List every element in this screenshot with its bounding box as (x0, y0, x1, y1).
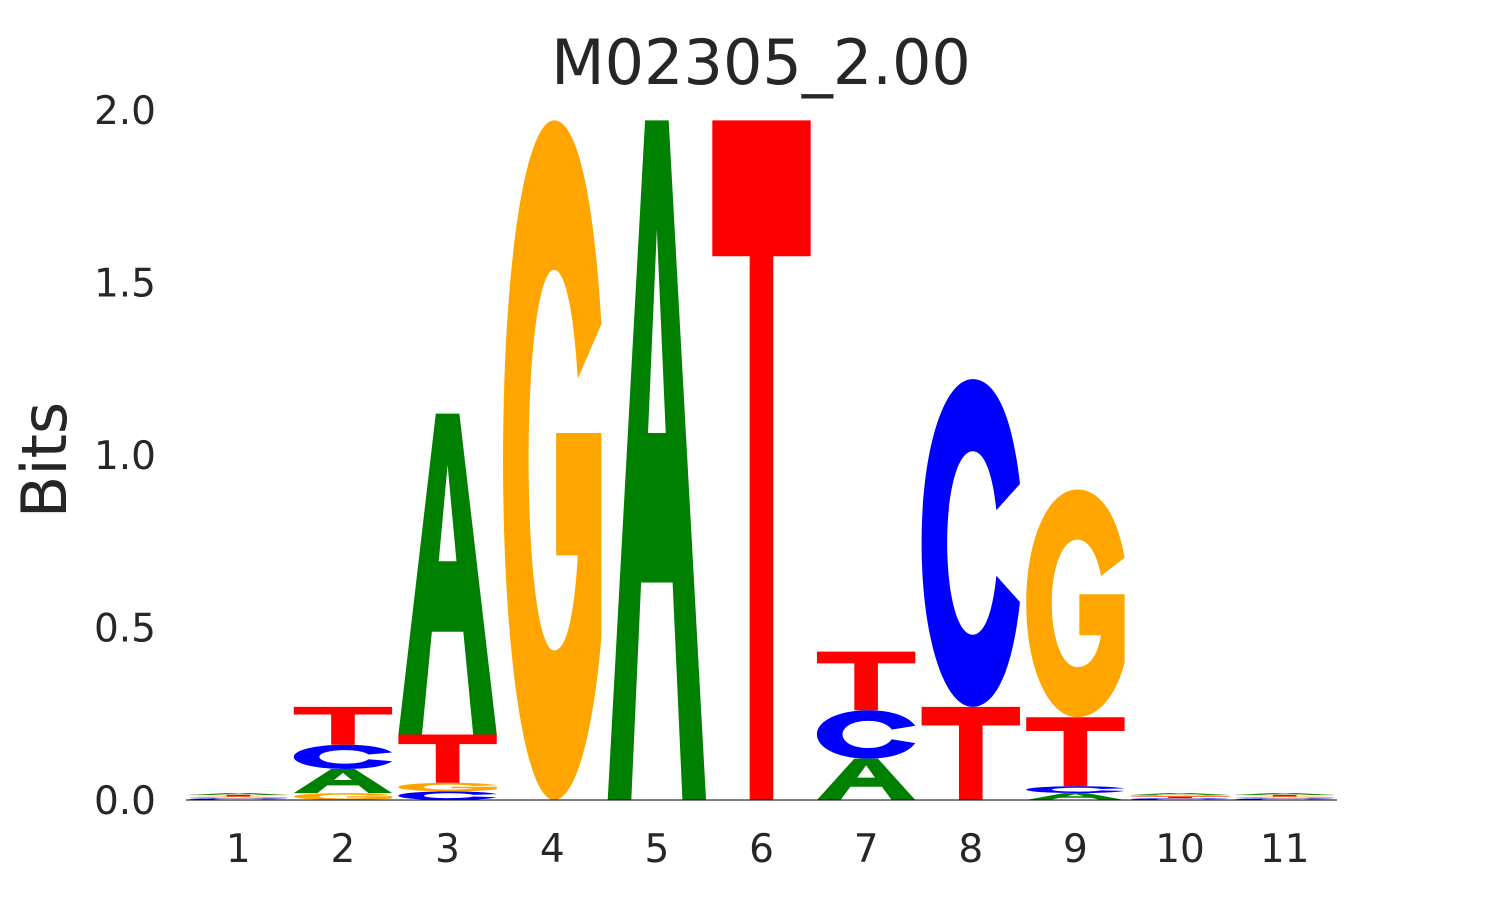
y-tick-label: 1.5 (94, 262, 156, 307)
letter-G-pos-10 (1130, 794, 1230, 797)
letter-T-pos-10 (1130, 796, 1230, 799)
letter-G-pos-11 (1235, 796, 1334, 799)
letter-A-pos-9 (1026, 793, 1125, 800)
x-tick-label: 3 (435, 827, 460, 872)
y-tick-label: 0.5 (94, 607, 156, 652)
logo-letters (189, 120, 1334, 801)
letter-T-pos-3 (398, 734, 497, 783)
letter-G-pos-9 (1026, 489, 1125, 718)
x-tick-label: 9 (1063, 827, 1088, 872)
letter-A-pos-11 (1235, 793, 1334, 795)
letter-C-pos-7 (816, 710, 916, 759)
x-tick-label: 1 (226, 827, 251, 872)
letter-A-pos-5 (607, 120, 707, 801)
y-tick-label: 2.0 (94, 89, 156, 134)
x-tick-label: 10 (1155, 827, 1205, 872)
letter-A-pos-1 (189, 793, 288, 795)
letter-C-pos-3 (398, 791, 497, 800)
letter-T-pos-11 (1235, 794, 1334, 797)
letter-A-pos-2 (293, 768, 393, 794)
x-tick-label: 6 (749, 827, 774, 872)
y-tick-label: 0.0 (94, 779, 156, 824)
x-tick-label: 8 (958, 827, 983, 872)
x-tick-label: 2 (331, 827, 356, 872)
letter-G-pos-4 (503, 120, 602, 801)
x-axis: 1 2 3 4 5 6 7 8 9 10 11 (226, 827, 1310, 872)
letter-T-pos-1 (189, 794, 288, 797)
letter-C-pos-2 (293, 744, 393, 769)
letter-A-pos-3 (398, 413, 497, 735)
x-tick-label: 11 (1260, 827, 1310, 872)
x-tick-label: 7 (854, 827, 879, 872)
y-tick-label: 1.0 (94, 434, 156, 479)
letter-T-pos-2 (293, 706, 393, 745)
letter-A-pos-10 (1130, 793, 1230, 795)
chart-title: M02305_2.00 (551, 26, 971, 99)
x-tick-label: 5 (644, 827, 669, 872)
letter-T-pos-7 (816, 651, 916, 711)
letter-T-pos-9 (1026, 717, 1125, 787)
x-tick-label: 4 (540, 827, 565, 872)
letter-G-pos-3 (398, 782, 497, 792)
y-axis: 0.0 0.5 1.0 1.5 2.0 (94, 89, 156, 824)
letter-T-pos-6 (712, 120, 811, 801)
letter-A-pos-7 (816, 758, 916, 800)
letter-C-pos-8 (921, 379, 1020, 707)
letter-G-pos-1 (189, 796, 288, 799)
letter-T-pos-8 (921, 706, 1020, 800)
y-axis-label: Bits (8, 402, 81, 518)
letter-C-pos-9 (1026, 786, 1125, 794)
letter-G-pos-2 (293, 793, 393, 800)
